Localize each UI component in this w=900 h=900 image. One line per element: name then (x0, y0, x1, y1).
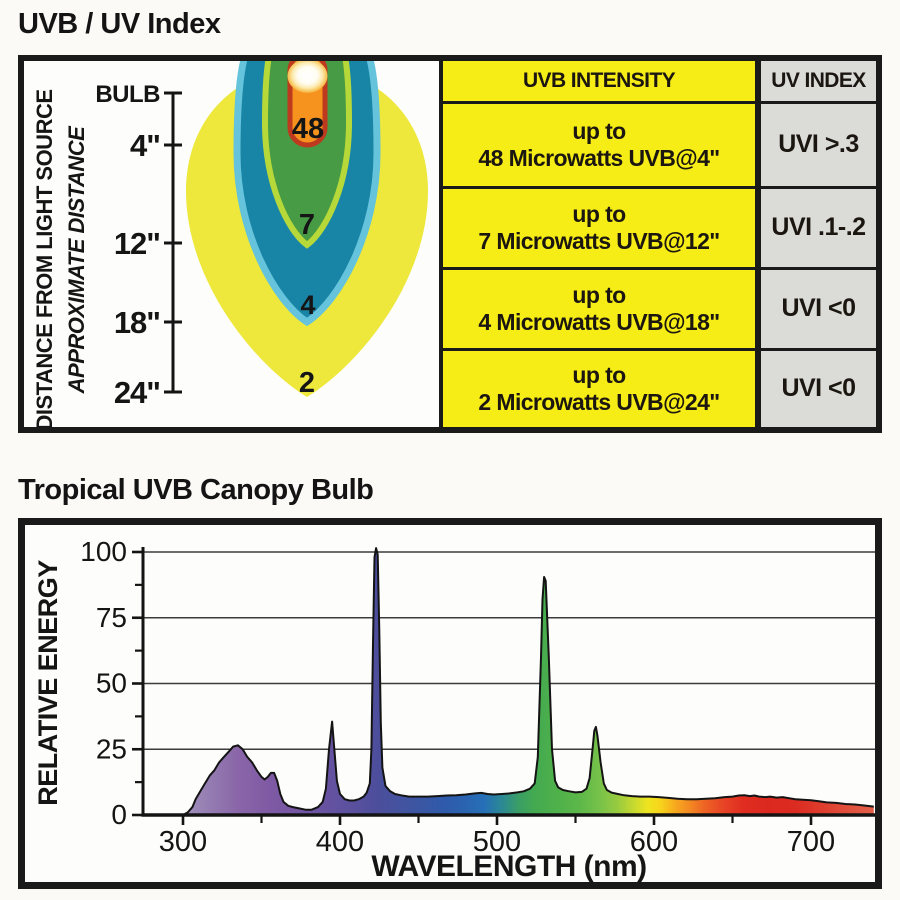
scale-label-4in: 4" (130, 128, 160, 163)
x-axis-title: WAVELENGTH (nm) (371, 850, 646, 882)
table-header-uv-index: UV INDEX (761, 61, 876, 101)
uv-index-cell-row2: UVI .1-.2 (761, 189, 876, 267)
axis-caption-distance-from-light-source: DISTANCE FROM LIGHT SOURCE (32, 89, 57, 427)
x-tick-label-500: 500 (473, 826, 521, 858)
intensity-prefix: up to (572, 200, 626, 227)
intensity-cell-row4: up to 2 Microwatts UVB@24" (443, 351, 755, 427)
y-tick-label-25: 25 (96, 733, 127, 764)
spectrum-chart: 0 25 50 75 100 300 400 500 600 700 WAVELENGTH (nm)… (33, 536, 875, 882)
intensity-prefix: up to (572, 117, 626, 144)
scale-label-18in: 18" (114, 305, 160, 340)
y-tick-label-75: 75 (96, 602, 127, 633)
zone-value-2: 2 (299, 367, 315, 399)
uv-index-cell-row4: UVI <0 (761, 351, 876, 427)
table-header-uvb-intensity: UVB INTENSITY (443, 61, 755, 101)
y-tick-label-100: 100 (80, 536, 127, 567)
zone-value-48: 48 (292, 113, 324, 145)
axis-caption-approximate-distance: APPROXIMATE DISTANCE (64, 125, 89, 394)
uv-index-cell-row3: UVI <0 (761, 270, 876, 348)
distance-axis-ticks (164, 91, 182, 394)
scale-label-bulb: BULB (95, 81, 160, 108)
scale-label-12in: 12" (114, 226, 160, 261)
page-title: UVB / UV Index (18, 8, 221, 40)
intensity-cell-row2: up to 7 Microwatts UVB@12" (443, 189, 755, 267)
y-axis-title: RELATIVE ENERGY (33, 560, 63, 806)
x-tick-label-400: 400 (316, 826, 364, 858)
chart-title: Tropical UVB Canopy Bulb (18, 474, 374, 506)
scale-label-24in: 24" (114, 375, 160, 410)
uv-index-cell-row1: UVI >.3 (761, 104, 876, 186)
intensity-value: 4 Microwatts UVB@18" (478, 309, 720, 335)
x-tick-label-600: 600 (630, 826, 678, 858)
spectrum-outline (143, 547, 874, 816)
intensity-value: 48 Microwatts UVB@4" (478, 145, 720, 171)
intensity-cell-row1: up to 48 Microwatts UVB@4" (443, 104, 755, 186)
zone-7-green (261, 61, 353, 249)
distance-diagram: 48 7 4 2 BULB 4" 12" 18" 24" DISTANCE FR… (32, 61, 428, 427)
spectrum-panel: 0 25 50 75 100 300 400 500 600 700 WAVELENGTH (nm)… (18, 518, 882, 889)
intensity-value: 2 Microwatts UVB@24" (478, 389, 720, 415)
bulb-glow (287, 61, 328, 93)
zone-value-4: 4 (300, 290, 315, 320)
intensity-prefix: up to (572, 361, 626, 388)
y-tick-label-0: 0 (111, 799, 127, 830)
zone-value-7: 7 (299, 209, 315, 241)
x-tick-label-700: 700 (787, 826, 835, 858)
y-tick-label-50: 50 (96, 668, 127, 699)
x-tick-label-300: 300 (159, 826, 207, 858)
intensity-value: 7 Microwatts UVB@12" (478, 228, 720, 254)
spectrum-area (143, 548, 874, 815)
uvb-uv-index-panel: 48 7 4 2 BULB 4" 12" 18" 24" DISTANCE FR… (18, 55, 882, 433)
intensity-prefix: up to (572, 281, 626, 308)
intensity-cell-row3: up to 4 Microwatts UVB@18" (443, 270, 755, 348)
uv-index-table: UVB INTENSITY UV INDEX up to 48 Microwatts … (439, 61, 876, 427)
